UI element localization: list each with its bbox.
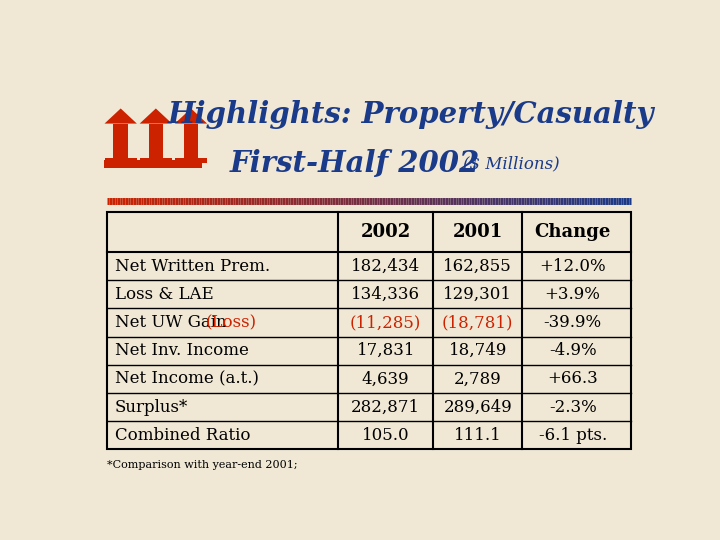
Text: 282,871: 282,871 [351, 399, 420, 416]
Text: Surplus*: Surplus* [115, 399, 189, 416]
FancyBboxPatch shape [184, 124, 198, 163]
Text: 2,789: 2,789 [454, 370, 502, 387]
Text: (11,285): (11,285) [350, 314, 421, 331]
Text: Net Written Prem.: Net Written Prem. [115, 258, 270, 274]
Text: 17,831: 17,831 [356, 342, 415, 359]
FancyBboxPatch shape [104, 160, 202, 167]
Text: Loss & LAE: Loss & LAE [115, 286, 214, 303]
Text: 182,434: 182,434 [351, 258, 420, 274]
FancyBboxPatch shape [140, 158, 172, 163]
Text: Net Inv. Income: Net Inv. Income [115, 342, 249, 359]
Text: 4,639: 4,639 [362, 370, 410, 387]
Text: +12.0%: +12.0% [539, 258, 606, 274]
Text: 105.0: 105.0 [362, 427, 410, 444]
Text: Change: Change [534, 223, 611, 241]
Polygon shape [104, 109, 137, 124]
Text: 18,749: 18,749 [449, 342, 507, 359]
FancyBboxPatch shape [175, 158, 207, 163]
Text: -4.9%: -4.9% [549, 342, 596, 359]
FancyBboxPatch shape [114, 124, 128, 163]
Text: -2.3%: -2.3% [549, 399, 597, 416]
FancyBboxPatch shape [104, 158, 137, 163]
Text: +3.9%: +3.9% [545, 286, 600, 303]
Text: First-Half 2002: First-Half 2002 [230, 149, 480, 178]
Text: -39.9%: -39.9% [544, 314, 602, 331]
Text: (18,781): (18,781) [442, 314, 513, 331]
Polygon shape [175, 109, 207, 124]
Text: Combined Ratio: Combined Ratio [115, 427, 251, 444]
Text: Highlights: Property/Casualty: Highlights: Property/Casualty [168, 100, 654, 129]
Text: 2001: 2001 [453, 223, 503, 241]
Text: +66.3: +66.3 [547, 370, 598, 387]
FancyBboxPatch shape [148, 124, 163, 163]
Text: 111.1: 111.1 [454, 427, 502, 444]
Text: ($ Millions): ($ Millions) [463, 156, 559, 172]
Text: 2002: 2002 [361, 223, 411, 241]
Text: Net UW Gain: Net UW Gain [115, 314, 232, 331]
Text: Net Income (a.t.): Net Income (a.t.) [115, 370, 259, 387]
Text: -6.1 pts.: -6.1 pts. [539, 427, 607, 444]
Polygon shape [140, 109, 172, 124]
Text: 162,855: 162,855 [444, 258, 512, 274]
Text: 289,649: 289,649 [444, 399, 512, 416]
Text: 134,336: 134,336 [351, 286, 420, 303]
Text: 129,301: 129,301 [444, 286, 513, 303]
Text: (Loss): (Loss) [206, 314, 257, 331]
Text: *Comparison with year-end 2001;: *Comparison with year-end 2001; [107, 460, 297, 470]
